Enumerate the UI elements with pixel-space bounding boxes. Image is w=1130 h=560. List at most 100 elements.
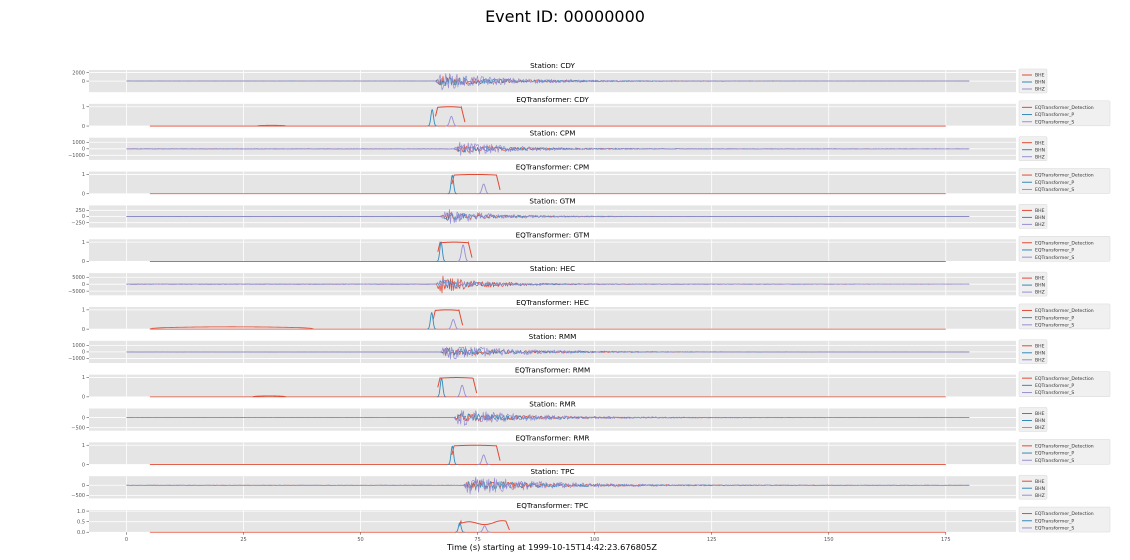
p-pick-curve xyxy=(436,241,446,262)
y-tick-label: 0 xyxy=(82,327,85,333)
panel-title: EQTransformer: RMR xyxy=(515,433,589,442)
legend-label-bhe: BHE xyxy=(1035,411,1045,417)
legend-box xyxy=(1018,303,1111,330)
x-tick-label: 150 xyxy=(824,537,834,543)
legend-label-eqtransformer_s: EQTransformer_S xyxy=(1035,119,1074,125)
detection-curve xyxy=(432,308,464,326)
legend-label-bhn: BHN xyxy=(1035,283,1045,289)
x-axis-label: Time (s) starting at 1999-10-15T14:42:23… xyxy=(446,542,657,552)
prob-legend: EQTransformer_DetectionEQTransformer_PEQ… xyxy=(1018,100,1111,127)
p-pick-curve xyxy=(426,312,437,330)
legend-label-bhn: BHN xyxy=(1035,80,1045,86)
legend-label-bhn: BHN xyxy=(1035,350,1045,356)
legend-label-eqtransformer_p: EQTransformer_P xyxy=(1035,451,1074,457)
trace-bhz xyxy=(126,279,970,289)
prob-legend: EQTransformer_DetectionEQTransformer_PEQ… xyxy=(1018,371,1111,397)
legend-label-eqtransformer_p: EQTransformer_P xyxy=(1035,383,1074,389)
detection-curve xyxy=(458,519,510,531)
panel-background xyxy=(89,306,1016,330)
legend-label-bhe: BHE xyxy=(1035,343,1045,349)
panel-1: 0 1 EQTransformer: CDY EQTransformer_Detect… xyxy=(82,95,1111,130)
legend-label-eqtransformer_s: EQTransformer_S xyxy=(1035,390,1074,396)
legend-label-bhn: BHN xyxy=(1035,418,1045,424)
figure-title: Event ID: 00000000 xyxy=(485,7,645,26)
legend-label-eqtransformer_detection: EQTransformer_Detection xyxy=(1035,240,1094,246)
y-tick-label: −500 xyxy=(71,493,85,499)
legend-label-eqtransformer_detection: EQTransformer_Detection xyxy=(1035,443,1094,449)
y-tick-label: 0 xyxy=(82,147,85,153)
trace-bhz xyxy=(126,73,970,91)
panel-background xyxy=(89,408,1016,431)
y-tick-label: 250 xyxy=(75,208,85,214)
panel-11: 0 1 EQTransformer: RMR EQTransformer_Detect… xyxy=(82,433,1111,468)
trace-bhz xyxy=(126,209,970,224)
y-tick-label: 1 xyxy=(82,375,85,381)
prob-legend: EQTransformer_DetectionEQTransformer_PEQ… xyxy=(1018,439,1111,465)
p-pick-curve xyxy=(447,445,458,465)
panel-background xyxy=(89,374,1016,397)
legend-label-eqtransformer_p: EQTransformer_P xyxy=(1035,518,1074,524)
legend-label-eqtransformer_s: EQTransformer_S xyxy=(1035,526,1074,532)
y-tick-label: 0 xyxy=(82,214,85,220)
s-pick-curve xyxy=(447,318,460,330)
panel-background xyxy=(89,442,1016,465)
panel-title: Station: RMR xyxy=(529,400,575,409)
detection-curve xyxy=(437,376,478,394)
panel-9: 0 1 EQTransformer: RMM EQTransformer_Detect… xyxy=(82,366,1111,401)
x-tick-label: 125 xyxy=(707,537,717,543)
detection-curve xyxy=(437,241,473,258)
y-tick-label: −1000 xyxy=(68,153,85,159)
s-pick-curve xyxy=(445,115,458,127)
legend-label-bhe: BHE xyxy=(1035,276,1045,282)
y-tick-label: 1 xyxy=(82,443,85,449)
legend-box xyxy=(1018,168,1111,194)
x-ticks: 0 25 50 75 100 125 150 175 xyxy=(125,532,951,543)
panel-3: 0 1 EQTransformer: CPM EQTransformer_Detect… xyxy=(82,163,1111,197)
legend-label-eqtransformer_p: EQTransformer_P xyxy=(1035,248,1074,254)
y-tick-label: 0 xyxy=(82,282,85,288)
legend-label-bhz: BHZ xyxy=(1035,357,1045,363)
y-tick-label: 1 xyxy=(82,104,85,110)
y-tick-label: 1.0 xyxy=(77,509,85,515)
y-tick-label: 0.5 xyxy=(77,519,85,525)
legend-label-bhz: BHZ xyxy=(1035,87,1045,93)
legend-label-bhn: BHN xyxy=(1035,486,1045,492)
legend-label-eqtransformer_s: EQTransformer_S xyxy=(1035,255,1074,261)
legend-label-eqtransformer_detection: EQTransformer_Detection xyxy=(1035,308,1094,314)
panel-title: Station: CPM xyxy=(530,129,576,138)
panel-title: EQTransformer: CPM xyxy=(516,163,589,172)
panel-background xyxy=(89,510,1016,533)
legend-label-bhe: BHE xyxy=(1035,140,1045,146)
legend-label-eqtransformer_p: EQTransformer_P xyxy=(1035,112,1074,118)
y-tick-label: 1 xyxy=(82,172,85,178)
legend-label-eqtransformer_s: EQTransformer_S xyxy=(1035,187,1074,193)
y-tick-label: 1000 xyxy=(72,140,85,146)
panel-title: Station: RMM xyxy=(529,332,577,341)
panel-title: Station: CDY xyxy=(530,61,575,70)
s-pick-curve xyxy=(477,183,490,195)
s-pick-curve xyxy=(456,244,470,262)
y-tick-label: 0 xyxy=(82,79,85,85)
y-tick-label: 1 xyxy=(82,308,85,314)
y-tick-label: 0.0 xyxy=(77,530,85,536)
x-tick-label: 100 xyxy=(590,537,600,543)
panel-13: 0.0 0.5 1.0 EQTransformer: TPC EQTransformer… xyxy=(77,501,1111,536)
legend-label-bhe: BHE xyxy=(1035,73,1045,79)
p-pick-curve xyxy=(436,377,447,398)
panel-title: Station: GTM xyxy=(529,196,575,205)
y-tick-label: −1000 xyxy=(68,356,85,362)
y-tick-label: 0 xyxy=(82,124,85,130)
y-tick-label: 0 xyxy=(82,191,85,197)
